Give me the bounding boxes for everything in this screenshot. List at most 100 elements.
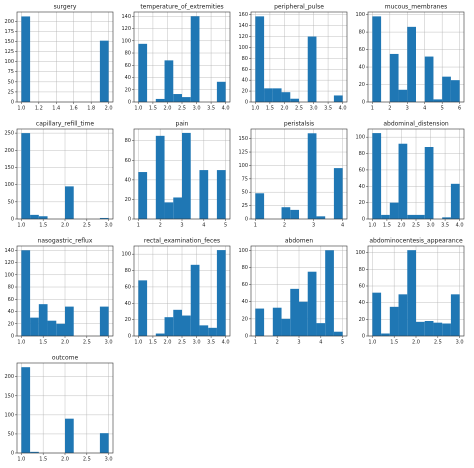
y-tick-label: 140: [4, 248, 14, 254]
bar: [372, 292, 382, 336]
x-tick-label: 1.5: [266, 106, 274, 112]
x-tick-label: 2.0: [163, 340, 171, 346]
y-tick-label: 0: [362, 100, 365, 106]
y-tick-label: 80: [125, 51, 131, 57]
x-tick-label: 2.5: [412, 223, 420, 229]
bar: [30, 214, 39, 219]
y-tick-label: 0: [245, 100, 248, 106]
x-tick-label: 4.0: [222, 340, 230, 346]
y-tick-label: 200: [4, 19, 14, 25]
x-tick-label: 2: [283, 223, 286, 229]
bar: [138, 43, 148, 102]
bar: [333, 168, 343, 219]
x-tick-label: 3.0: [310, 106, 318, 112]
y-tick-label: 40: [359, 184, 365, 190]
x-tick-label: 3: [180, 223, 183, 229]
bar: [416, 214, 425, 219]
bar: [416, 321, 425, 336]
bar: [216, 81, 226, 102]
bar: [398, 294, 408, 336]
bar: [264, 88, 273, 102]
axes-frame: [133, 11, 231, 103]
bar: [65, 186, 74, 219]
bar: [281, 318, 291, 336]
bar: [38, 216, 48, 219]
bar: [65, 306, 74, 336]
bar: [316, 216, 326, 219]
bar: [290, 209, 299, 219]
x-tick-label: 1.0: [251, 106, 259, 112]
bar: [164, 60, 174, 102]
bar: [21, 133, 31, 219]
y-tick-label: 40: [359, 65, 365, 71]
bar: [281, 92, 291, 102]
y-tick-label: 60: [242, 282, 248, 288]
x-tick-label: 1.5: [149, 106, 157, 112]
y-tick-label: 40: [125, 301, 131, 307]
bar: [164, 317, 174, 336]
panel-title: peristalsis: [284, 121, 314, 128]
y-tick-label: 125: [238, 150, 248, 156]
x-tick-label: 2.0: [280, 106, 288, 112]
y-tick-label: 20: [242, 89, 248, 95]
x-tick-label: 1.5: [39, 340, 47, 346]
x-tick-label: 1.0: [17, 223, 25, 229]
bar: [155, 98, 165, 102]
axes-frame: [16, 362, 114, 454]
bar: [216, 170, 226, 219]
bar: [65, 418, 74, 453]
bar: [316, 323, 326, 336]
bar: [424, 147, 434, 219]
y-tick-label: 20: [359, 317, 365, 323]
y-tick-label: 100: [4, 59, 14, 65]
x-tick-label: 1.0: [368, 223, 376, 229]
y-tick-label: 125: [4, 49, 14, 55]
bar: [281, 207, 291, 219]
x-tick-label: 1.0: [17, 106, 25, 112]
y-tick-label: 160: [238, 12, 248, 18]
y-tick-label: 100: [238, 163, 248, 169]
x-tick-label: 2.5: [83, 223, 91, 229]
x-tick-label: 1.5: [39, 223, 47, 229]
y-tick-label: 20: [125, 87, 131, 93]
y-tick-label: 80: [242, 265, 248, 271]
y-tick-label: 175: [4, 29, 14, 35]
bar: [199, 170, 209, 219]
x-tick-label: 1.5: [149, 340, 157, 346]
bar: [381, 333, 390, 336]
x-tick-label: 1.4: [52, 106, 60, 112]
bar: [381, 214, 390, 219]
axes-frame: [250, 128, 348, 220]
panel-title: temperature_of_extremities: [140, 4, 223, 11]
bar: [307, 36, 317, 102]
y-tick-label: 60: [359, 47, 365, 53]
y-tick-label: 200: [4, 148, 14, 154]
bar: [398, 143, 408, 219]
y-tick-label: 80: [8, 285, 14, 291]
y-tick-label: 0: [11, 334, 14, 340]
x-tick-label: 2: [276, 340, 279, 346]
y-tick-label: 40: [125, 75, 131, 81]
y-tick-label: 40: [242, 299, 248, 305]
x-tick-label: 3.0: [105, 340, 113, 346]
bar: [372, 16, 382, 102]
y-tick-label: 60: [125, 284, 131, 290]
x-tick-label: 5: [441, 106, 444, 112]
bar: [389, 306, 399, 336]
x-tick-label: 2.5: [83, 457, 91, 463]
bar: [138, 172, 148, 219]
x-tick-label: 6: [458, 106, 461, 112]
axes-frame: [133, 245, 231, 337]
bar: [442, 323, 451, 336]
x-tick-label: 5: [341, 340, 344, 346]
y-tick-label: 20: [359, 200, 365, 206]
y-tick-label: 50: [242, 190, 248, 196]
bar: [99, 433, 109, 453]
bar: [407, 26, 416, 102]
bar: [333, 331, 343, 336]
axes-frame: [367, 11, 465, 103]
bar: [182, 132, 191, 219]
x-tick-label: 3.0: [105, 457, 113, 463]
bar: [199, 325, 209, 336]
y-tick-label: 0: [245, 334, 248, 340]
